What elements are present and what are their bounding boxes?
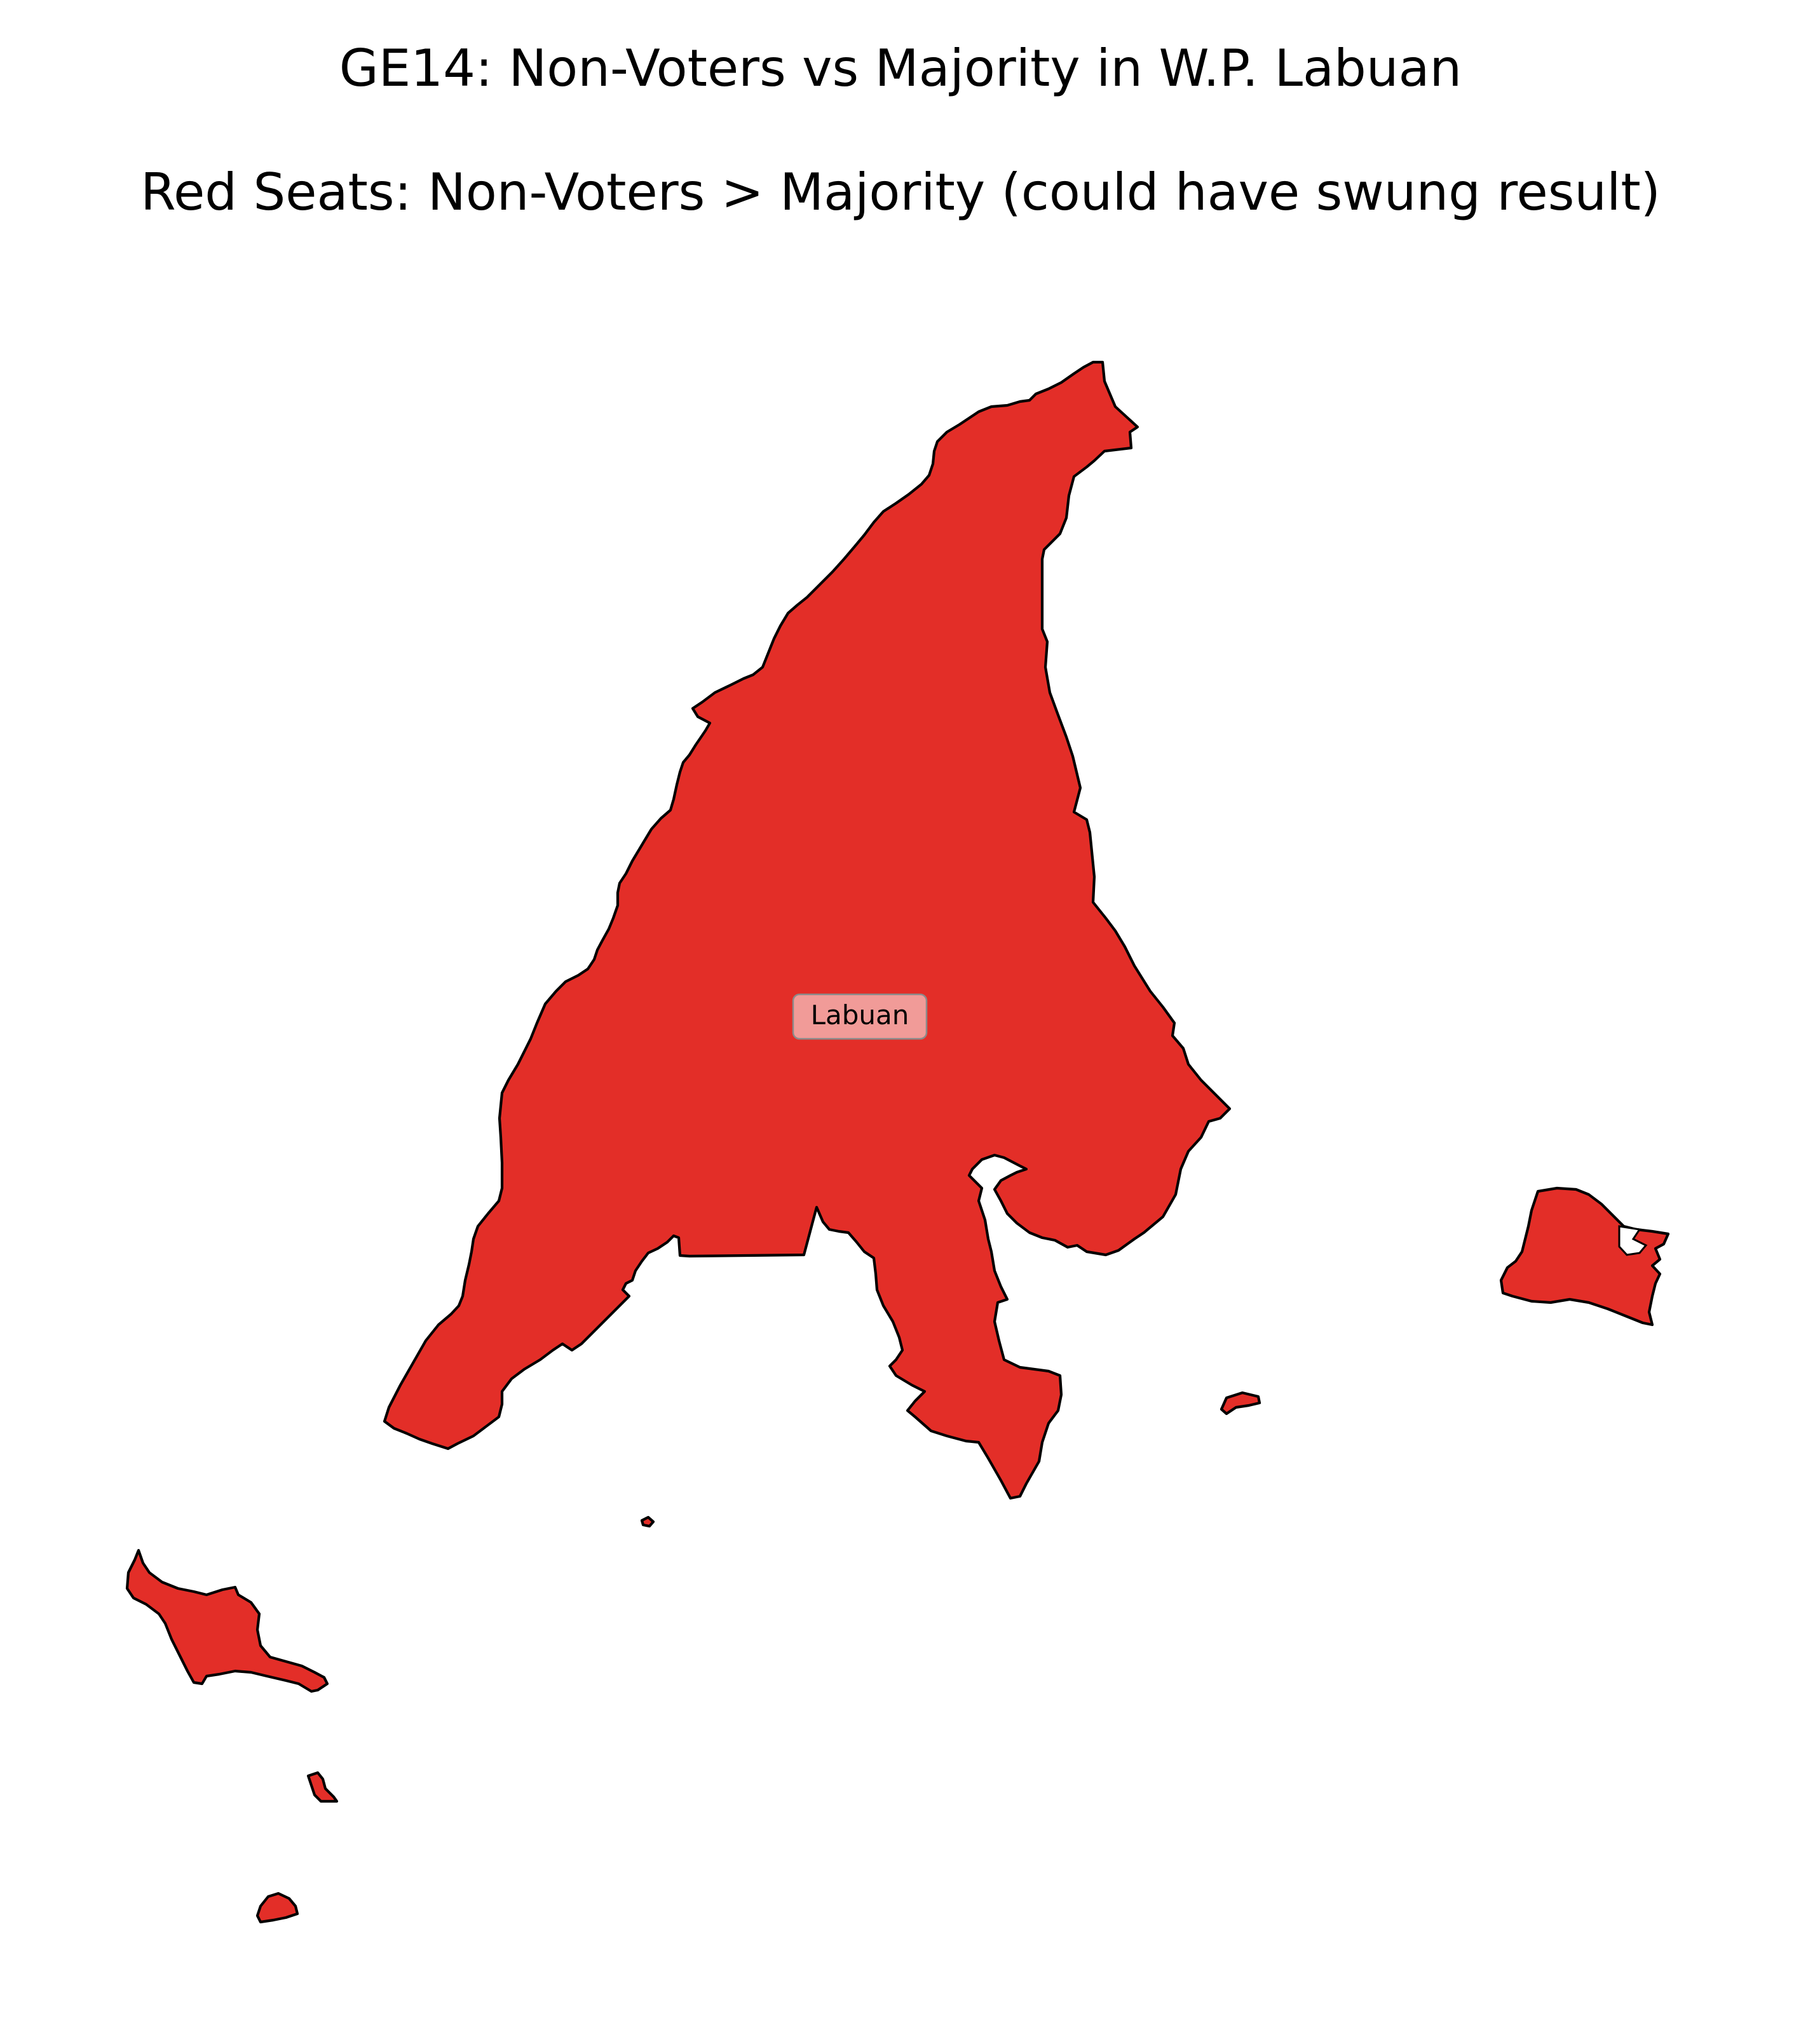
seat-label-text: Labuan — [811, 999, 909, 1031]
map-title: GE14: Non-Voters vs Majority in W.P. Lab… — [339, 39, 1462, 98]
labuan-islet-east-centre — [1220, 1391, 1261, 1416]
labuan-east-island-inlet — [1618, 1225, 1648, 1256]
labuan-islet-south — [306, 1771, 339, 1803]
labuan-islet-far-south — [255, 1892, 299, 1924]
seat-labuan[interactable]: Labuan — [125, 360, 1670, 1924]
seat-label-box — [792, 993, 928, 1040]
map-subtitle: Red Seats: Non-Voters > Majority (could … — [140, 163, 1661, 222]
labuan-southwest-island — [125, 1548, 329, 1693]
labuan-east-island — [1499, 1186, 1670, 1327]
labuan-main-island — [383, 360, 1232, 1500]
seat-label-labuan: Labuan — [792, 993, 928, 1040]
labuan-islet-centre — [640, 1515, 655, 1528]
